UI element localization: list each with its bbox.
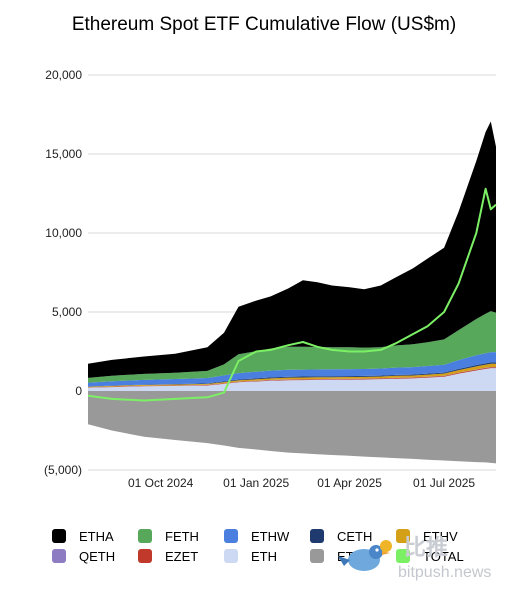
legend-swatch — [396, 549, 410, 563]
y-tick-label: 0 — [75, 384, 82, 398]
legend-swatch — [310, 549, 324, 563]
legend-row: ETHA FETH ETHW CETH ETHV — [52, 526, 522, 546]
x-tick-label: 01 Oct 2024 — [128, 476, 194, 490]
legend-item-ethv: ETHV — [396, 529, 482, 544]
watermark-domain: bitpush.news — [398, 564, 492, 581]
legend-swatch — [138, 549, 152, 563]
area-etha — [88, 121, 496, 378]
legend-label: CETH — [337, 528, 373, 544]
legend-label: ETHV — [423, 528, 458, 544]
legend-swatch — [52, 529, 66, 543]
bird-logo-icon — [338, 540, 392, 571]
legend: ETHAFETHETHWCETHETHVQETHEZETETHETHETOTAL — [52, 526, 522, 566]
chart-title: Ethereum Spot ETF Cumulative Flow (US$m) — [71, 14, 457, 35]
area-ethv — [88, 363, 496, 388]
legend-item-feth: FETH — [138, 529, 224, 544]
legend-swatch — [310, 529, 324, 543]
legend-swatch — [224, 549, 238, 563]
legend-item-ceth: CETH — [310, 529, 396, 544]
legend-label: ETHW — [251, 528, 290, 544]
legend-swatch — [224, 529, 238, 543]
legend-item-ethw: ETHW — [224, 529, 310, 544]
y-tick-label: (5,000) — [44, 463, 82, 477]
legend-label: ETH — [251, 548, 277, 564]
stacked-areas — [88, 121, 496, 464]
area-ethe — [88, 391, 496, 464]
legend-swatch — [138, 529, 152, 543]
x-tick-label: 01 Jan 2025 — [223, 476, 289, 490]
legend-item-qeth: QETH — [52, 549, 138, 564]
legend-swatch — [52, 549, 66, 563]
y-tick-label: 15,000 — [45, 147, 82, 161]
watermark-logo-text: 比推 — [404, 535, 449, 560]
y-tick-label: 10,000 — [45, 226, 82, 240]
area-ceth — [88, 362, 496, 387]
x-axis-labels: 01 Oct 2024 01 Jan 2025 01 Apr 2025 01 Jul … — [128, 476, 475, 490]
legend-item-eth: ETH — [224, 549, 310, 564]
y-tick-label: 5,000 — [52, 305, 82, 319]
total-line — [87, 187, 497, 402]
legend-label: FETH — [165, 528, 199, 544]
watermark: 比推 bitpush.news — [336, 528, 516, 588]
legend-item-etha: ETHA — [52, 529, 138, 544]
legend-swatch — [396, 529, 410, 543]
legend-item-total: TOTAL — [396, 549, 482, 564]
area-feth — [88, 311, 496, 383]
legend-item-ezet: EZET — [138, 549, 224, 564]
x-tick-label: 01 Jul 2025 — [413, 476, 475, 490]
legend-label: EZET — [165, 548, 199, 564]
area-eth — [88, 368, 496, 391]
area-ethw — [88, 352, 496, 387]
x-tick-label: 01 Apr 2025 — [317, 476, 382, 490]
total-line-layer — [87, 187, 497, 402]
legend-label: TOTAL — [423, 548, 464, 564]
y-tick-label: 20,000 — [45, 68, 82, 82]
chart-plot: 20,000 15,000 10,000 5,000 0 (5,000) 01 Oct 2… — [44, 68, 497, 490]
legend-label: QETH — [79, 548, 116, 564]
legend-label: ETHA — [79, 528, 114, 544]
y-axis-labels: 20,000 15,000 10,000 5,000 0 (5,000) — [44, 68, 82, 477]
